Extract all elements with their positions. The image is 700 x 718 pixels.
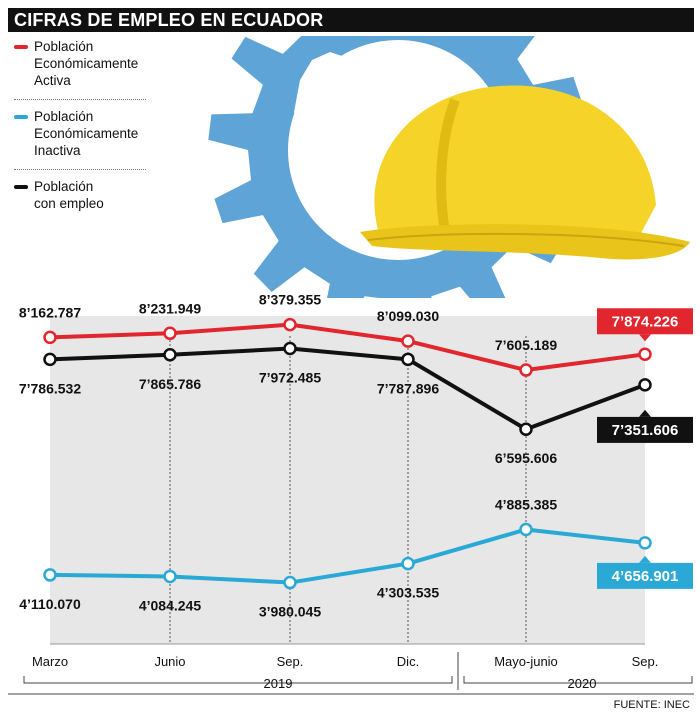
plot-area (50, 316, 645, 644)
callout-pointer (639, 409, 651, 417)
callout-pointer (639, 555, 651, 563)
data-point-employed (163, 348, 177, 362)
callout-box (597, 416, 693, 443)
data-label-employed: 6’595.606 (495, 450, 557, 466)
year-label: 2020 (568, 676, 597, 691)
legend-separator (14, 169, 146, 170)
year-bracket (23, 676, 453, 684)
callout-box (597, 308, 693, 335)
legend-item-employed: Población con empleo (10, 178, 150, 212)
data-label-active: 8’162.787 (19, 304, 81, 320)
data-point-employed (283, 341, 297, 356)
data-label-employed: 7’351.606 (612, 422, 679, 439)
legend-label-line: Económicamente (34, 126, 139, 141)
data-label-active: 8’231.949 (139, 300, 201, 316)
x-tick-label: Junio (154, 654, 185, 669)
data-label-inactive: 4’110.070 (19, 596, 81, 612)
data-label-active: 7’605.189 (495, 337, 557, 353)
data-point-inactive (401, 556, 415, 571)
callout-employed: 7’351.606 (597, 409, 693, 443)
data-label-inactive: 3’980.045 (259, 604, 321, 620)
data-label-employed: 7’787.896 (377, 380, 439, 396)
chart-title: CIFRAS DE EMPLEO EN ECUADOR (8, 8, 694, 32)
series-line-active (49, 322, 646, 373)
helmet-icon (360, 85, 690, 260)
x-tick-label: Mayo-junio (494, 654, 558, 669)
legend-label-line: Población (34, 179, 94, 194)
source-note: FUENTE: INEC (613, 699, 690, 711)
data-point-inactive (163, 569, 177, 584)
data-point-inactive (283, 575, 297, 590)
data-point-employed (401, 352, 415, 367)
data-label-employed: 7’972.485 (259, 370, 321, 386)
legend-item-inactive: Población Económicamente Inactiva (10, 108, 150, 159)
ecuador-map-icon (294, 52, 384, 178)
x-tick-label: Dic. (397, 654, 419, 669)
legend-swatch-employed (14, 185, 28, 189)
callout-active: 7’874.226 (597, 308, 693, 342)
callout-box (597, 562, 693, 589)
x-tick-label: Marzo (32, 654, 68, 669)
legend-swatch-inactive (14, 115, 28, 119)
data-label-inactive: 4’885.385 (495, 496, 557, 512)
data-point-employed (43, 352, 57, 367)
data-point-employed (638, 378, 652, 392)
legend: Población Económicamente Activa Población Ec… (10, 38, 150, 212)
data-label-active: 8’379.355 (259, 292, 321, 308)
legend-label-line: Población (34, 109, 94, 124)
data-point-active (283, 317, 297, 332)
callout-inactive: 4’656.901 (597, 555, 693, 589)
data-point-active (43, 330, 57, 345)
legend-label-line: Inactiva (34, 143, 81, 158)
year-label: 2019 (264, 676, 293, 691)
legend-separator (14, 99, 146, 100)
series-line-inactive (49, 527, 646, 585)
series-line-employed (49, 346, 646, 432)
data-label-employed: 7’786.532 (19, 380, 81, 396)
x-tick-label: Sep. (277, 654, 304, 669)
data-point-inactive (43, 568, 57, 582)
legend-label-line: Activa (34, 73, 71, 88)
data-label-employed: 7’865.786 (139, 376, 201, 392)
legend-label-line: Población (34, 39, 94, 54)
legend-label-line: Económicamente (34, 56, 139, 71)
data-point-active (401, 334, 415, 348)
data-point-active (638, 347, 652, 362)
data-point-inactive (638, 536, 652, 550)
data-label-active: 8’099.030 (377, 308, 439, 324)
data-point-inactive (519, 522, 533, 537)
legend-label-line: con empleo (34, 196, 104, 211)
data-point-active (163, 326, 177, 341)
data-label-active: 7’874.226 (612, 313, 679, 330)
data-label-inactive: 4’303.535 (377, 585, 439, 601)
data-label-inactive: 4’656.901 (612, 568, 679, 585)
data-point-employed (519, 422, 533, 436)
legend-item-active: Población Económicamente Activa (10, 38, 150, 89)
x-tick-label: Sep. (632, 654, 659, 669)
year-bracket (463, 676, 693, 684)
legend-swatch-active (14, 45, 28, 49)
data-point-active (519, 363, 533, 377)
data-label-inactive: 4’084.245 (139, 597, 201, 613)
callout-pointer (639, 334, 651, 342)
